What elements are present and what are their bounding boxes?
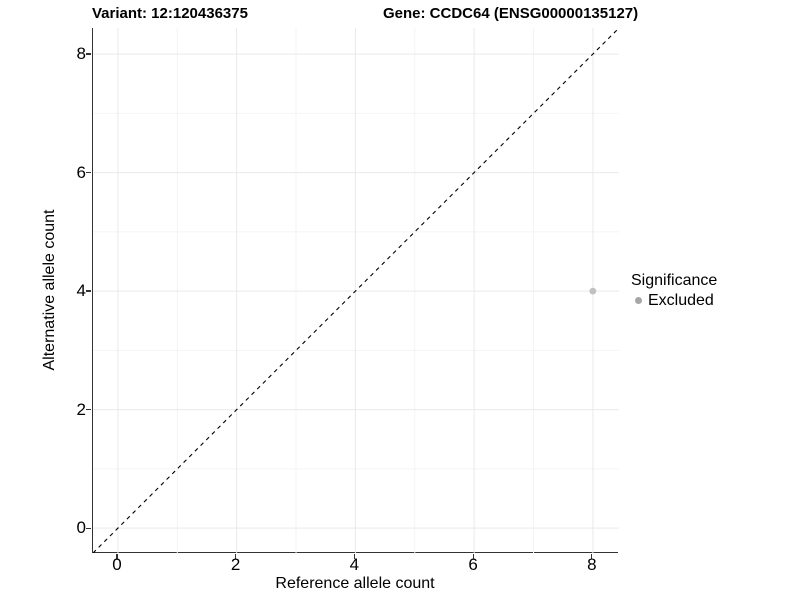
x-tick-mark [591,554,593,559]
x-tick-label: 8 [587,555,597,574]
y-tick-mark [86,53,91,55]
legend-key-dot-icon [635,297,642,304]
y-tick-mark [86,527,91,529]
y-tick-mark [86,290,91,292]
y-tick-label: 2 [76,399,86,419]
x-tick-label: 0 [112,555,122,574]
legend-items: Excluded [631,290,717,311]
x-tick-mark [235,554,237,559]
y-tick-mark [86,171,91,174]
y-tick-mark [86,409,91,411]
data-point [589,287,597,295]
x-tick-label: 4 [349,555,360,574]
x-tick-mark [353,554,355,559]
x-axis-title: Reference allele count [275,575,435,592]
legend-item: Excluded [631,290,717,311]
legend-item-label: Excluded [648,291,714,309]
y-tick-label: 0 [76,518,86,538]
plot-panel [92,28,619,553]
identity-reference-line [93,28,619,553]
variant-title: Variant: 12:120436375 [92,5,248,22]
gene-title: Gene: CCDC64 (ENSG00000135127) [383,5,639,22]
x-tick-label: 2 [230,555,241,574]
plot-canvas [93,28,619,553]
x-tick-mark [116,554,118,559]
legend: Significance Excluded [631,271,717,311]
y-tick-label: 6 [76,162,86,182]
legend-title: Significance [631,272,718,289]
y-tick-label: 4 [76,281,86,301]
y-tick-label: 8 [76,44,86,64]
x-tick-mark [472,554,474,559]
x-tick-label: 6 [468,555,478,574]
